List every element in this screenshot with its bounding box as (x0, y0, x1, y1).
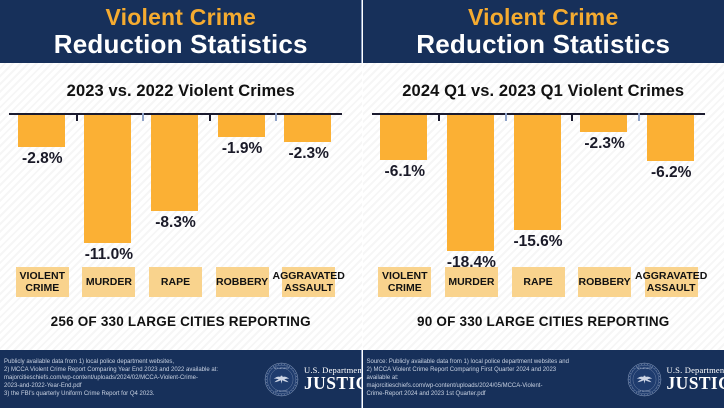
svg-text:OF JUSTICE: OF JUSTICE (275, 391, 288, 393)
svg-text:OF JUSTICE: OF JUSTICE (638, 391, 651, 393)
